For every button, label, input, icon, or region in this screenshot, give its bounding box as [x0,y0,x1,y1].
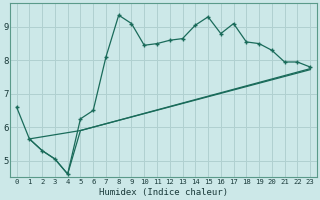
X-axis label: Humidex (Indice chaleur): Humidex (Indice chaleur) [99,188,228,197]
